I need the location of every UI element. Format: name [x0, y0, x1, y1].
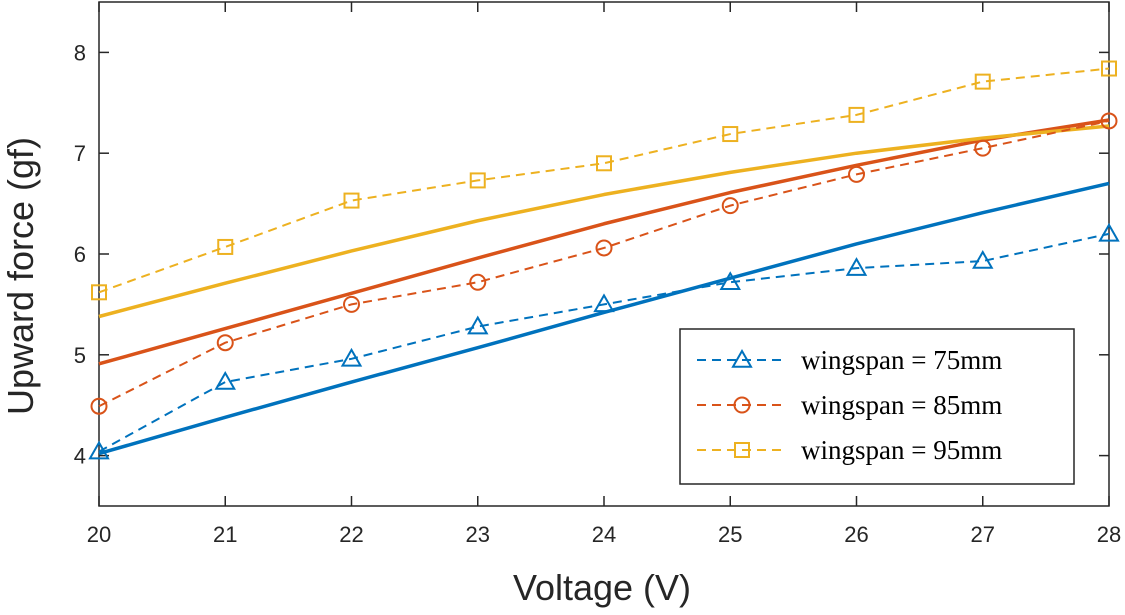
data-point	[216, 334, 234, 352]
legend-box	[679, 328, 1075, 485]
y-tick-label: 8	[74, 40, 86, 65]
data-point	[469, 273, 487, 291]
y-tick-label: 4	[74, 444, 86, 469]
data-point	[593, 293, 615, 313]
data-point	[596, 155, 612, 172]
x-axis-title: Voltage (V)	[513, 567, 691, 608]
legend: wingspan = 75mm wingspan = 85mm wingspan =…	[679, 328, 1075, 485]
data-point	[1101, 60, 1117, 77]
legend-marker	[731, 348, 753, 368]
y-axis: 4 5 6 7 8	[74, 40, 1109, 469]
data-point	[722, 126, 739, 143]
data-point	[721, 197, 739, 215]
y-tick-label: 5	[74, 343, 86, 368]
data-series	[88, 60, 1120, 460]
y-tick-label: 6	[74, 242, 86, 267]
fit-line	[98, 181, 1110, 456]
data-point	[343, 295, 360, 313]
x-tick-label: 20	[87, 522, 111, 547]
data-point	[974, 73, 991, 90]
x-tick-label: 27	[971, 522, 995, 547]
data-point	[343, 192, 360, 209]
series-line	[98, 119, 1110, 408]
data-point	[217, 238, 234, 255]
x-axis: 20 21 22 23 24 25 26 27 28	[87, 2, 1121, 547]
legend-entry: wingspan = 75mm	[801, 345, 1002, 375]
data-point	[214, 371, 236, 390]
x-tick-label: 22	[339, 522, 363, 547]
data-point	[88, 440, 110, 460]
data-point	[467, 315, 489, 335]
fit-line	[98, 124, 1110, 319]
fit-lines	[98, 118, 1110, 456]
fit-line	[98, 118, 1110, 366]
y-tick-label: 7	[74, 141, 86, 166]
legend-marker	[734, 442, 750, 458]
legend-marker	[733, 396, 751, 414]
data-point	[974, 139, 992, 157]
x-tick-label: 24	[592, 522, 616, 547]
x-tick-label: 25	[718, 522, 742, 547]
series-line	[98, 67, 1110, 294]
x-tick-label: 23	[466, 522, 490, 547]
data-point	[340, 347, 363, 367]
data-point	[469, 172, 486, 189]
x-tick-label: 21	[213, 522, 237, 547]
data-point	[91, 284, 107, 301]
legend-entry: wingspan = 85mm	[801, 390, 1002, 420]
data-point	[972, 250, 994, 269]
x-tick-label: 28	[1097, 522, 1121, 547]
x-tick-label: 26	[844, 522, 868, 547]
data-point	[1098, 222, 1120, 242]
data-point	[719, 271, 741, 290]
data-point	[848, 106, 865, 123]
data-point	[595, 239, 613, 257]
data-point	[845, 257, 868, 276]
data-point	[90, 397, 108, 415]
series-line	[98, 232, 1110, 453]
y-axis-title: Upward force (gf)	[0, 137, 41, 415]
data-point	[1100, 112, 1118, 130]
legend-entry: wingspan = 95mm	[801, 435, 1002, 465]
data-point	[848, 165, 865, 183]
